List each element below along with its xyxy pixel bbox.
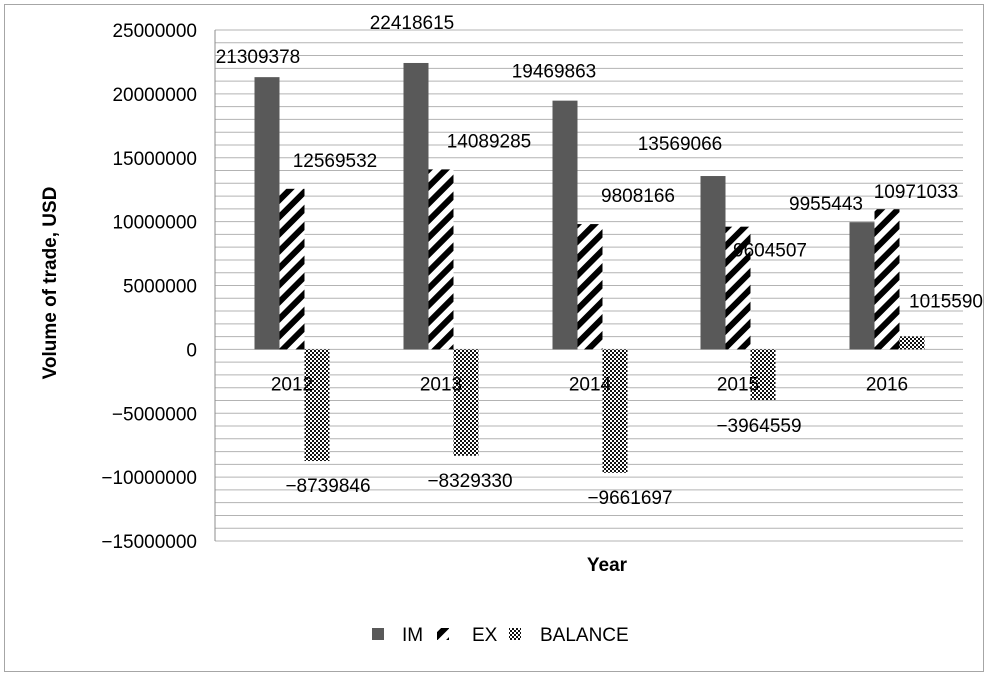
y-tick-labels: 25000000 20000000 15000000 10000000 5000000 0… bbox=[101, 21, 197, 553]
category-labels: 2012 2013 2014 2015 2016 bbox=[271, 374, 908, 395]
y-tick-label: 25000000 bbox=[112, 21, 197, 42]
data-labels: 21309378 22418615 19469863 13569066 9955443 1… bbox=[216, 13, 983, 509]
y-tick-label: 20000000 bbox=[112, 85, 197, 106]
x-tick-label: 2015 bbox=[717, 374, 759, 395]
bar-balance-2013 bbox=[453, 349, 479, 456]
bar-im-2013 bbox=[403, 62, 429, 350]
bar-im-2014 bbox=[552, 100, 578, 350]
bar-ex-2014 bbox=[577, 224, 603, 350]
legend-swatch-ex bbox=[437, 628, 449, 640]
y-tick-label: −5000000 bbox=[112, 404, 197, 425]
y-tick-label: −15000000 bbox=[101, 532, 197, 553]
data-label-balance: −8329330 bbox=[427, 471, 512, 492]
data-label-im: 13569066 bbox=[638, 134, 723, 155]
data-label-im: 19469863 bbox=[512, 62, 597, 83]
bar-ex-2015 bbox=[725, 226, 751, 350]
bar-balance-2015 bbox=[750, 349, 776, 401]
data-label-balance: 1015590 bbox=[909, 291, 983, 312]
legend: IM EX BALANCE bbox=[372, 625, 629, 646]
bar-ex-2013 bbox=[428, 169, 454, 350]
y-axis-title: Volume of trade, USD bbox=[40, 187, 61, 380]
data-label-balance: −9661697 bbox=[587, 488, 672, 509]
bar-im-2012 bbox=[254, 77, 280, 350]
data-label-ex: 9808166 bbox=[601, 186, 675, 207]
data-label-ex: 9604507 bbox=[733, 241, 807, 262]
bar-ex-2016 bbox=[874, 209, 900, 350]
data-label-ex: 14089285 bbox=[447, 131, 532, 152]
bar-balance-2014 bbox=[602, 349, 628, 473]
x-tick-label: 2016 bbox=[866, 374, 908, 395]
legend-label: IM bbox=[402, 625, 423, 646]
legend-swatch-balance bbox=[509, 628, 521, 640]
data-label-balance: −3964559 bbox=[716, 416, 801, 437]
data-label-balance: −8739846 bbox=[285, 476, 370, 497]
data-label-ex: 10971033 bbox=[874, 182, 959, 203]
y-tick-label: 5000000 bbox=[123, 277, 197, 298]
y-tick-label: 10000000 bbox=[112, 213, 197, 234]
x-tick-label: 2014 bbox=[569, 374, 612, 395]
data-label-im: 22418615 bbox=[370, 13, 455, 34]
data-label-im: 21309378 bbox=[216, 47, 301, 68]
bar-balance-2016 bbox=[899, 336, 925, 350]
y-tick-label: 0 bbox=[186, 340, 197, 361]
x-tick-label: 2012 bbox=[271, 374, 313, 395]
legend-label: BALANCE bbox=[540, 625, 629, 646]
bar-im-2015 bbox=[700, 176, 726, 350]
legend-swatch-im bbox=[372, 628, 384, 640]
legend-label: EX bbox=[472, 625, 498, 646]
bar-balance-2012 bbox=[304, 349, 330, 462]
chart-frame bbox=[4, 4, 984, 672]
data-label-im: 9955443 bbox=[789, 194, 863, 215]
data-label-ex: 12569532 bbox=[293, 151, 378, 172]
bar-ex-2012 bbox=[279, 188, 305, 350]
x-axis-title: Year bbox=[587, 555, 628, 576]
bar-im-2016 bbox=[849, 222, 875, 350]
bars bbox=[254, 62, 925, 473]
y-tick-label: 15000000 bbox=[112, 149, 197, 170]
x-tick-label: 2013 bbox=[420, 374, 462, 395]
y-tick-label: −10000000 bbox=[101, 468, 197, 489]
